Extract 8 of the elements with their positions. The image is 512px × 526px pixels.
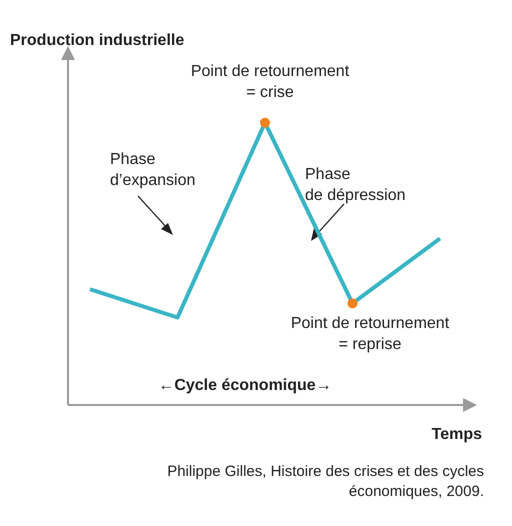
annotation: Point de retournement = reprise [290,314,450,355]
y-axis-title: Production industrielle [10,32,184,50]
annotation: ←Cycle économique→ [157,376,333,396]
x-axis-title: Temps [432,426,482,444]
annotation: Phase de dépression [305,165,407,206]
annotation: Phase d’expansion [110,150,196,191]
text: Philippe Gilles, Histoire des crises et des cycles économiques, 2009. [166,462,484,501]
text: Point de retournement = crise [190,62,350,103]
